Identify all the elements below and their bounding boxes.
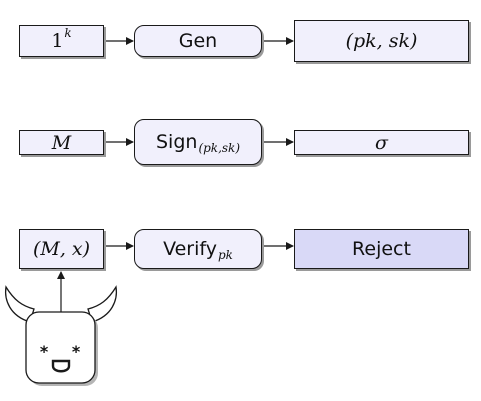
keypair-output-box: (pk, sk): [294, 20, 469, 62]
verify-process-box: Verify pk: [134, 229, 262, 269]
reject-label: Reject: [352, 238, 411, 260]
svg-text:*: *: [72, 342, 81, 361]
keypair-label: (pk, sk): [345, 30, 418, 52]
forgery-pair-box: (M, x): [19, 229, 104, 269]
devil-adversary-icon: * *: [4, 285, 118, 386]
forgery-pair-label: (M, x): [32, 238, 91, 260]
security-parameter-exponent: k: [64, 26, 72, 40]
gen-process-box: Gen: [134, 25, 262, 57]
gen-label: Gen: [178, 30, 218, 52]
verify-label: Verify: [163, 238, 217, 260]
reject-output-box: Reject: [294, 229, 469, 269]
svg-text:*: *: [40, 342, 49, 361]
sign-key-subscript: (pk,sk): [198, 141, 240, 155]
message-input-box: M: [19, 130, 104, 155]
verify-key-subscript: pk: [217, 248, 233, 262]
sign-process-box: Sign (pk,sk): [134, 119, 262, 165]
message-label: M: [51, 131, 72, 154]
sign-label: Sign: [155, 131, 198, 153]
signature-output-box: σ: [294, 130, 469, 155]
security-parameter-base: 1: [51, 30, 64, 52]
signature-label: σ: [375, 131, 388, 154]
